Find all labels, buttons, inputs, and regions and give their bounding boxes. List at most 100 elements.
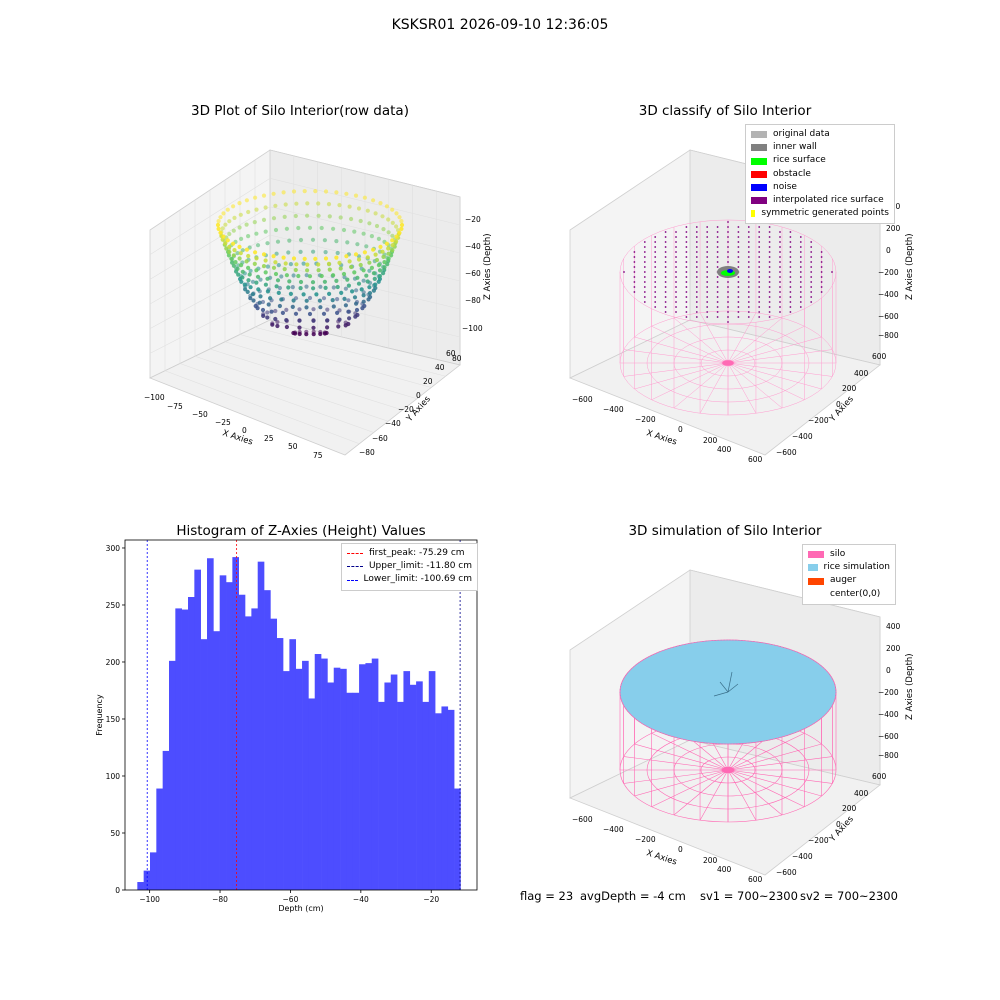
raw-point <box>311 307 316 312</box>
classify-point <box>820 256 823 258</box>
raw-point <box>352 270 357 275</box>
raw-point <box>270 322 275 327</box>
classify-point <box>799 241 802 243</box>
histogram-bar <box>162 750 170 890</box>
classify-point <box>675 246 677 248</box>
raw-xtick: −75 <box>167 402 183 411</box>
raw-point <box>399 226 404 231</box>
raw-xtick: 0 <box>242 426 247 435</box>
raw-point <box>244 247 249 252</box>
raw-point <box>356 206 362 211</box>
classify-point <box>695 291 698 293</box>
classify-point <box>664 236 667 238</box>
classify-point <box>654 301 657 303</box>
classify-point <box>716 281 719 283</box>
raw-point <box>279 297 284 302</box>
classify-point <box>810 241 813 243</box>
classify-point <box>706 236 709 238</box>
classify-point <box>695 271 698 273</box>
classify-point <box>810 276 813 278</box>
classify-xtick: −200 <box>635 415 656 424</box>
raw-point <box>314 292 319 297</box>
raw-point <box>377 268 383 273</box>
histogram-bar <box>276 638 284 890</box>
classify-point <box>675 256 677 258</box>
raw-point <box>273 203 278 208</box>
histogram-bar <box>371 658 379 890</box>
raw-point <box>233 260 238 265</box>
raw-point <box>216 219 221 224</box>
raw-point <box>311 286 316 291</box>
raw-point <box>369 265 374 270</box>
classify-point <box>810 286 813 288</box>
raw-point <box>338 266 343 271</box>
raw-point <box>307 311 313 317</box>
histogram-bar <box>365 663 373 890</box>
classify-ztick: −400 <box>878 290 899 299</box>
raw-ytick: 60 <box>446 349 456 358</box>
classify-point <box>654 261 657 263</box>
classify-point <box>799 281 802 283</box>
classify-point <box>706 266 709 268</box>
classify-point <box>789 261 792 263</box>
raw-point <box>248 296 253 301</box>
classify-point <box>716 251 719 253</box>
raw-point <box>361 268 366 273</box>
classify-ztick: 0 <box>886 246 891 255</box>
raw-point <box>316 201 321 206</box>
classify-point <box>779 301 781 303</box>
classify-point <box>685 291 688 293</box>
classify-point <box>654 281 657 283</box>
classify-point <box>768 291 771 293</box>
classify-point <box>737 236 740 238</box>
classify-point <box>685 236 688 238</box>
histogram-bar <box>352 692 360 890</box>
raw-point <box>263 229 268 234</box>
classify-point <box>789 256 792 258</box>
classify-point <box>810 271 813 273</box>
raw-point <box>260 307 266 313</box>
histogram-legend: first_peak: -75.29 cm Upper_limit: -11.8… <box>341 543 478 591</box>
histogram-bar <box>321 658 328 890</box>
classify-point <box>820 286 823 288</box>
classify-point <box>685 226 688 228</box>
legend-label: original data <box>773 129 830 139</box>
classify-point <box>706 281 709 283</box>
histogram-bar <box>238 594 246 890</box>
classify-point <box>706 301 709 303</box>
classify-ytick: −200 <box>808 416 829 425</box>
classify-point <box>643 261 646 263</box>
classify-point <box>768 271 771 273</box>
classify-point <box>643 296 646 298</box>
histogram-bar <box>422 701 430 890</box>
raw-point <box>390 207 395 212</box>
raw-point <box>316 213 321 218</box>
raw-point <box>381 227 386 232</box>
classify-point <box>758 306 761 308</box>
raw-point <box>301 292 306 297</box>
raw-point <box>244 222 249 227</box>
classify-point <box>779 246 781 248</box>
raw-point <box>331 273 336 278</box>
raw-point <box>354 301 359 306</box>
raw-xtick: 25 <box>264 434 274 443</box>
raw-xtick: 50 <box>288 442 298 451</box>
raw-grid <box>149 155 461 445</box>
simulation-ztick: 400 <box>886 622 901 631</box>
raw-point <box>261 217 267 222</box>
raw-point <box>364 244 369 249</box>
classify-point <box>747 266 750 268</box>
classify-legend: original data inner wall rice surface ob… <box>745 124 895 225</box>
classify-point <box>695 261 698 263</box>
classify-point <box>706 256 709 258</box>
simulation-ytick: −400 <box>792 852 813 861</box>
classify-point <box>706 276 709 278</box>
legend-item: first_peak: -75.29 cm <box>347 547 472 560</box>
raw-point <box>237 256 242 261</box>
raw-point <box>225 238 230 243</box>
raw-point <box>334 239 339 244</box>
raw-point <box>273 271 279 277</box>
classify-point <box>737 226 740 228</box>
histogram-bar <box>188 597 195 890</box>
classify-point <box>768 231 771 233</box>
